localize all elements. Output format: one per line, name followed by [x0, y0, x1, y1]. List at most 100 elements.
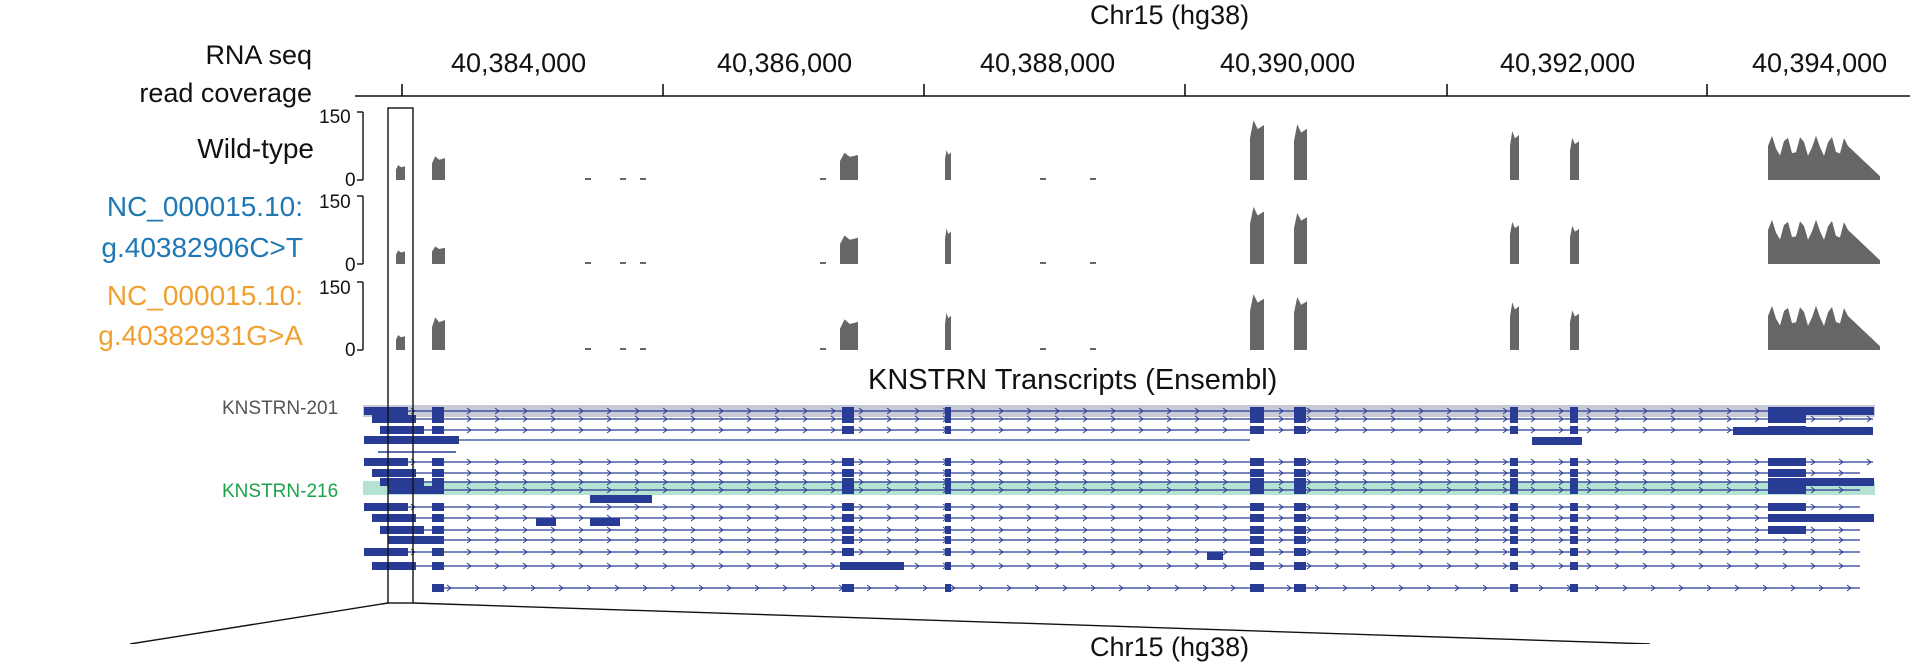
strand-arrow [830, 415, 836, 423]
strand-arrow [606, 526, 612, 534]
coverage-peak [1768, 305, 1880, 350]
strand-arrow [1278, 486, 1284, 494]
coverage-noise [585, 262, 591, 264]
strand-arrow [1306, 562, 1312, 570]
strand-arrow [1622, 584, 1628, 592]
transcript-exon [1250, 478, 1264, 486]
strand-arrow [1278, 478, 1284, 486]
strand-arrow [1054, 426, 1060, 434]
strand-arrow [1362, 562, 1368, 570]
transcript-exon [842, 426, 854, 434]
strand-arrow [970, 536, 976, 544]
strand-arrow [1558, 486, 1564, 494]
transcript-exon [945, 503, 951, 511]
coverage-tracks [357, 111, 1880, 351]
strand-arrow [1342, 584, 1348, 592]
strand-arrow [494, 526, 500, 534]
strand-arrow [1698, 426, 1704, 434]
strand-arrow [1306, 407, 1312, 415]
strand-arrow [1810, 415, 1816, 423]
strand-arrow [998, 536, 1004, 544]
transcript-exon [945, 469, 951, 477]
strand-arrow [830, 478, 836, 486]
strand-arrow [1726, 503, 1732, 511]
transcript-exon [590, 518, 620, 526]
strand-arrow [998, 478, 1004, 486]
strand-arrow [1614, 469, 1620, 477]
transcript-exon [1250, 486, 1264, 494]
strand-arrow [1082, 426, 1088, 434]
strand-arrow [1698, 536, 1704, 544]
strand-arrow [886, 478, 892, 486]
strand-arrow [1138, 458, 1144, 466]
zoom-box [387, 107, 414, 604]
transcript-exon [432, 469, 444, 477]
strand-arrow [1838, 548, 1844, 556]
strand-arrow [1194, 562, 1200, 570]
strand-arrow [802, 478, 808, 486]
strand-arrow [1222, 548, 1228, 556]
strand-arrow [634, 562, 640, 570]
strand-arrow [1418, 469, 1424, 477]
coverage-peak [1294, 124, 1307, 180]
strand-arrow [578, 526, 584, 534]
strand-arrow [1334, 536, 1340, 544]
strand-arrow [1754, 514, 1760, 522]
ymin-label-2: 0 [345, 255, 356, 276]
strand-arrow [746, 478, 752, 486]
genomic-axis [355, 84, 1910, 97]
strand-arrow [998, 426, 1004, 434]
strand-arrow [858, 514, 864, 522]
coverage-noise [820, 348, 826, 350]
strand-arrow [1306, 478, 1312, 486]
axis-tick-label: 40,394,000 [1752, 48, 1888, 78]
strand-arrow [998, 458, 1004, 466]
ymax-label-1: 150 [319, 107, 351, 128]
transcript-exon [842, 514, 854, 522]
strand-arrow [1446, 503, 1452, 511]
strand-arrow [1082, 536, 1088, 544]
strand-arrow [1614, 407, 1620, 415]
strand-arrow [494, 407, 500, 415]
strand-arrow [634, 514, 640, 522]
transcript-exon [432, 514, 444, 522]
strand-arrow [1222, 478, 1228, 486]
strand-arrow [858, 478, 864, 486]
strand-arrow [662, 548, 668, 556]
strand-arrow [1222, 536, 1228, 544]
strand-arrow [522, 407, 528, 415]
strand-arrow [1278, 458, 1284, 466]
strand-arrow [1474, 548, 1480, 556]
strand-arrow [1810, 548, 1816, 556]
transcript-highlight-band [363, 481, 1875, 495]
strand-arrow [634, 548, 640, 556]
transcript-exon [1510, 562, 1518, 570]
strand-arrow [634, 407, 640, 415]
strand-arrow [662, 407, 668, 415]
strand-arrow [746, 526, 752, 534]
strand-arrow [522, 514, 528, 522]
coverage-peak [396, 335, 405, 350]
transcript-exon [842, 486, 854, 494]
strand-arrow [1670, 503, 1676, 511]
strand-arrow [466, 426, 472, 434]
strand-arrow [578, 562, 584, 570]
transcript-exon [432, 548, 444, 556]
transcript-exon [1768, 478, 1874, 486]
strand-arrow [606, 426, 612, 434]
strand-arrow [1502, 526, 1508, 534]
transcript-exon [1570, 407, 1578, 415]
strand-arrow [970, 514, 976, 522]
transcript-exon [1570, 426, 1578, 434]
chrom-title: Chr15 (hg38) [1090, 0, 1250, 30]
coverage-peak [432, 246, 445, 264]
strand-arrow [578, 426, 584, 434]
strand-arrow [746, 426, 752, 434]
strand-arrow [746, 503, 752, 511]
strand-arrow [1838, 415, 1844, 423]
strand-arrow [998, 469, 1004, 477]
strand-arrow [1390, 562, 1396, 570]
transcript-exon [1250, 536, 1264, 544]
transcript-exon [1250, 415, 1264, 423]
strand-arrow [746, 458, 752, 466]
